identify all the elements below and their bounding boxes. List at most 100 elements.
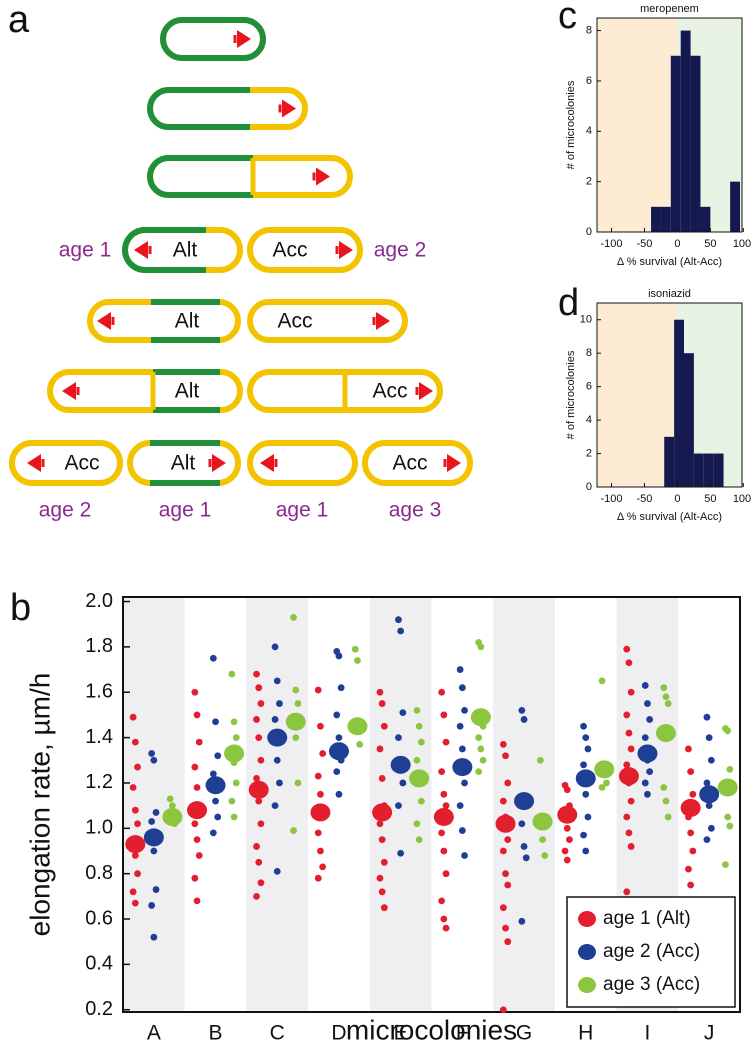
cell-point bbox=[314, 829, 322, 837]
histogram-bar bbox=[660, 206, 671, 232]
x-axis-label: microcolonies bbox=[346, 1014, 517, 1045]
cell-point bbox=[627, 688, 635, 696]
cell-point bbox=[230, 813, 238, 821]
cell-point bbox=[479, 756, 487, 764]
mean-point bbox=[347, 717, 368, 736]
cell-point bbox=[563, 786, 571, 794]
cell-point bbox=[380, 722, 388, 730]
cell-point bbox=[660, 784, 668, 791]
cell-point bbox=[499, 1006, 507, 1014]
cell-point bbox=[319, 750, 327, 757]
cell-point bbox=[442, 924, 450, 932]
cell-point bbox=[504, 779, 512, 787]
cell-point bbox=[726, 822, 734, 830]
cell-point bbox=[129, 784, 137, 791]
mean-point bbox=[248, 780, 269, 799]
x-tick-label: D bbox=[331, 1022, 346, 1045]
cell-point bbox=[644, 700, 651, 707]
cell-point bbox=[273, 677, 281, 685]
cell-point bbox=[687, 829, 695, 837]
cell-point bbox=[458, 745, 466, 753]
cell bbox=[247, 299, 408, 343]
cell-point bbox=[461, 779, 468, 787]
cell-point bbox=[253, 843, 260, 850]
cell-point bbox=[582, 790, 590, 798]
cell-point bbox=[582, 734, 590, 742]
cell-point bbox=[255, 734, 263, 742]
y-axis-label: # of microcolonies bbox=[565, 350, 577, 439]
age-label: age 1 bbox=[159, 499, 212, 522]
cell-point bbox=[131, 852, 139, 859]
pole-arrow bbox=[237, 30, 251, 48]
cell-point bbox=[193, 897, 201, 905]
cell-point bbox=[627, 797, 635, 805]
cell-point bbox=[541, 852, 549, 859]
cell-point bbox=[705, 802, 713, 810]
cell-point bbox=[376, 688, 384, 696]
cell-point bbox=[290, 614, 297, 621]
mean-point bbox=[328, 742, 349, 761]
cell-point bbox=[707, 824, 715, 832]
cell-point bbox=[314, 874, 322, 882]
x-tick-label: B bbox=[209, 1022, 223, 1045]
cell-point bbox=[255, 858, 263, 866]
cell-point bbox=[625, 729, 633, 737]
cell-point bbox=[232, 779, 240, 787]
cell-point bbox=[191, 874, 199, 882]
mean-point bbox=[452, 758, 473, 777]
cell-point bbox=[131, 738, 139, 746]
old-pole bbox=[150, 440, 220, 486]
legend-label: age 1 (Alt) bbox=[603, 908, 691, 929]
cell-point bbox=[333, 711, 341, 719]
cell bbox=[147, 87, 308, 130]
cell-point bbox=[319, 863, 327, 871]
cell-point bbox=[580, 831, 587, 839]
cell-point bbox=[703, 713, 711, 721]
histogram-bar bbox=[684, 353, 694, 487]
cell-point bbox=[317, 790, 324, 798]
y-tick-label: 0.2 bbox=[85, 998, 113, 1020]
cell-point bbox=[518, 706, 526, 714]
cell-point bbox=[724, 813, 732, 821]
old-pole bbox=[147, 155, 253, 198]
cell-point bbox=[378, 775, 386, 782]
cell-point bbox=[380, 858, 388, 866]
cell-point bbox=[499, 904, 507, 912]
cell-point bbox=[193, 711, 201, 719]
mean-point bbox=[699, 785, 720, 804]
cell bbox=[247, 440, 358, 486]
cell-point bbox=[273, 867, 281, 875]
cell-point bbox=[440, 847, 448, 855]
x-axis-label: Δ % survival (Alt-Acc) bbox=[617, 511, 722, 523]
cell-point bbox=[520, 716, 528, 723]
y-axis-label: elongation rate, µm/h bbox=[24, 673, 55, 937]
cell-point bbox=[397, 849, 405, 857]
cell-point bbox=[726, 765, 734, 773]
cell-point bbox=[499, 847, 507, 855]
cell-point bbox=[456, 802, 464, 810]
cell-point bbox=[150, 756, 158, 764]
mean-point bbox=[594, 760, 615, 779]
cell-point bbox=[413, 706, 421, 714]
cell-point bbox=[376, 874, 384, 882]
cell-point bbox=[271, 643, 279, 651]
x-tick-label: E bbox=[394, 1022, 408, 1045]
cell-point bbox=[518, 917, 526, 925]
cell-point bbox=[417, 738, 425, 746]
y-axis-label: # of microcolonies bbox=[565, 80, 577, 169]
pole-arrow bbox=[260, 454, 274, 472]
cell-point bbox=[641, 779, 649, 787]
cell-point bbox=[623, 761, 631, 769]
cell-point bbox=[623, 645, 631, 653]
y-tick-label: 1.6 bbox=[85, 681, 113, 703]
cell-point bbox=[687, 768, 695, 776]
cell-point bbox=[276, 779, 283, 787]
cell-point bbox=[257, 879, 265, 887]
legend-marker bbox=[578, 944, 596, 960]
histogram-bar bbox=[703, 453, 714, 487]
pole-arrow bbox=[316, 167, 330, 186]
cell bbox=[47, 369, 243, 413]
plot-frame bbox=[596, 302, 743, 488]
cell-point bbox=[292, 686, 300, 694]
cell-point bbox=[705, 734, 713, 742]
